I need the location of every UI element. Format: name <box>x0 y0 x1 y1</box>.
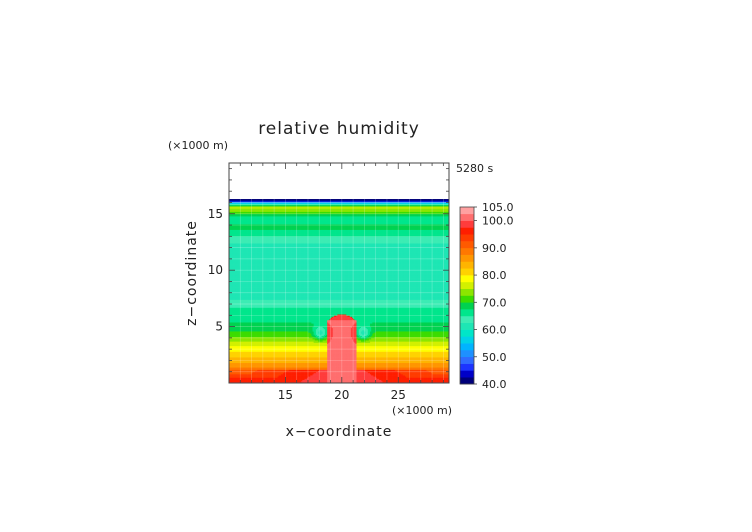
heatmap-field <box>229 199 449 383</box>
chart-title: relative humidity <box>258 119 420 139</box>
time-label: 5280 s <box>456 162 493 175</box>
y-axis-unit: (×1000 m) <box>168 139 228 152</box>
